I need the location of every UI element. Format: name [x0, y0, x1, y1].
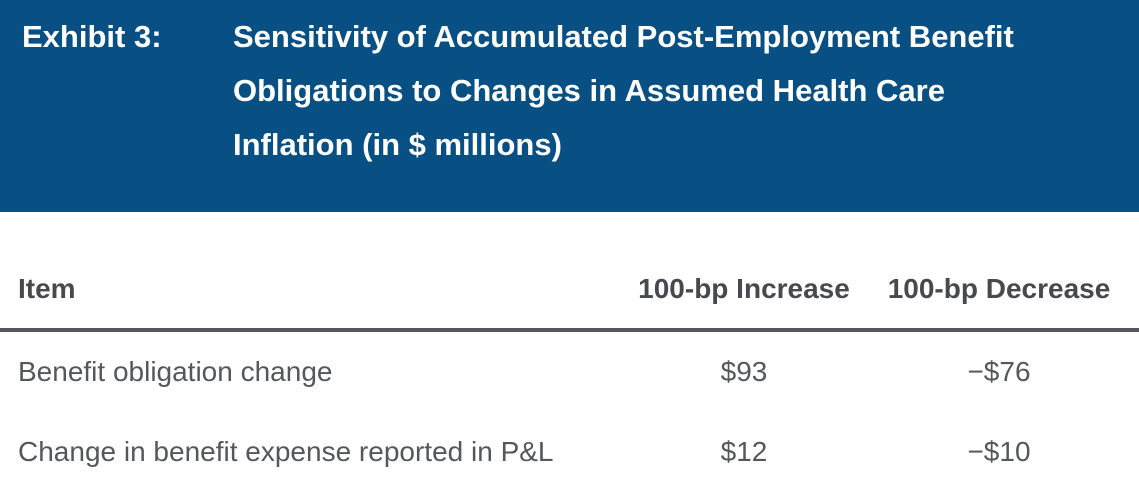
table-row: Benefit obligation change $93 −$76: [0, 330, 1139, 412]
exhibit-title-line-3: Inflation (in $ millions): [233, 127, 562, 162]
value-benefit-expense-decrease: −$10: [967, 436, 1031, 467]
column-header-100bp-decrease: 100-bp Decrease: [859, 212, 1139, 332]
row-label-benefit-obligation-change: Benefit obligation change: [18, 356, 333, 387]
value-benefit-expense-increase: $12: [720, 436, 768, 467]
column-header-100bp-increase: 100-bp Increase: [629, 212, 859, 332]
row-label-benefit-expense-change: Change in benefit expense reported in P&…: [18, 436, 554, 467]
exhibit-title-line-2: Obligations to Changes in Assumed Health…: [233, 73, 945, 108]
table-header-row: Item 100-bp Increase 100-bp Decrease: [0, 212, 1139, 332]
table-row: Change in benefit expense reported in P&…: [0, 412, 1139, 488]
value-benefit-obligation-increase: $93: [720, 356, 768, 387]
exhibit-title: Sensitivity of Accumulated Post-Employme…: [233, 10, 1119, 172]
exhibit-header-band: Exhibit 3: Sensitivity of Accumulated Po…: [0, 0, 1139, 212]
column-header-item: Item: [0, 212, 629, 332]
exhibit-label: Exhibit 3:: [22, 19, 162, 54]
exhibit-title-line-1: Sensitivity of Accumulated Post-Employme…: [233, 19, 1014, 54]
value-benefit-obligation-decrease: −$76: [967, 356, 1031, 387]
sensitivity-table: Item 100-bp Increase 100-bp Decrease Ben…: [0, 212, 1139, 488]
